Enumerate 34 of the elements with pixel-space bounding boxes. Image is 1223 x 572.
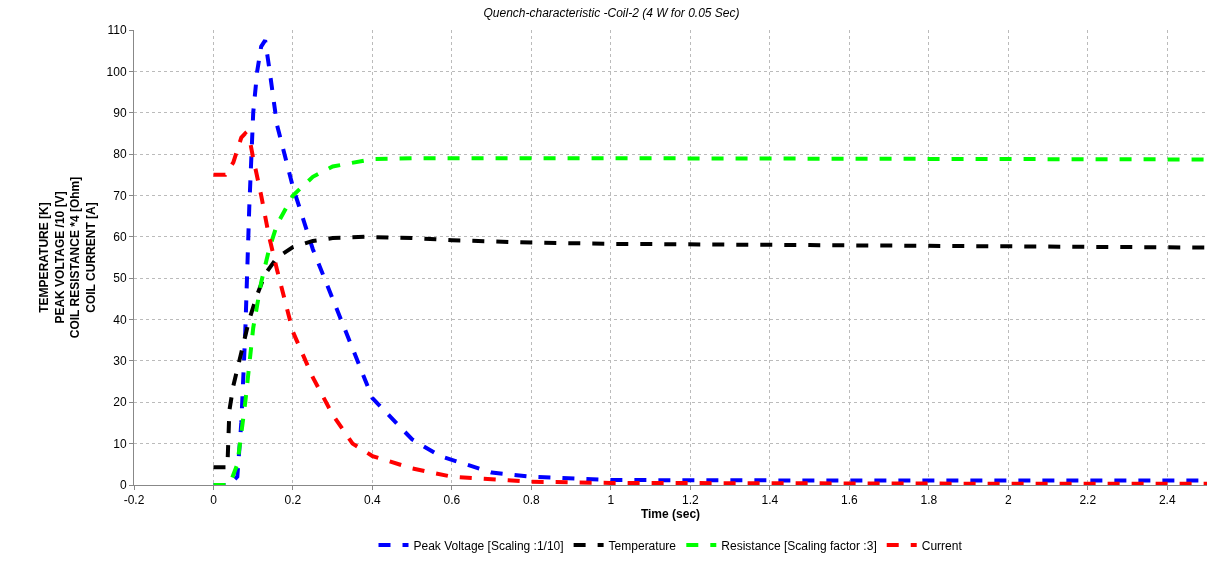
x-tick-label: 0.8 (523, 493, 541, 508)
y-tick-label: 20 (113, 395, 127, 410)
legend-label: Peak Voltage [Scaling :1/10] (413, 538, 564, 553)
y-axis-title: TEMPERATURE [K] PEAK VOLTAGE /10 [V] COIL RESISTANCE *4 [Ohm] COIL CURRENT [A] (37, 176, 98, 339)
legend-label: Temperature (608, 538, 677, 553)
x-tick-label: 2 (1004, 493, 1012, 508)
legend-label: Current (921, 538, 963, 553)
x-tick-label: 0.6 (443, 493, 461, 508)
legend-label: Resistance [Scaling factor :3] (721, 538, 877, 553)
y-tick-label: 70 (113, 188, 127, 203)
y-tick-label: 90 (113, 105, 127, 120)
y-tick-label: 10 (113, 436, 127, 451)
y-tick-label: 80 (113, 147, 127, 162)
x-tick-label: 0.2 (284, 493, 302, 508)
y-tick-label: 50 (113, 271, 127, 286)
x-tick-label: 1.6 (840, 493, 858, 508)
x-tick-label: 0 (210, 493, 218, 508)
y-tick-label: 40 (113, 312, 127, 327)
x-axis-title: Time (sec) (640, 507, 701, 522)
x-tick-label: 2.4 (1158, 493, 1176, 508)
x-tick-label: 1.2 (682, 493, 700, 508)
line-series (211, 234, 1207, 470)
x-tick-label: 1.4 (761, 493, 779, 508)
y-tick-label: 0 (119, 478, 127, 493)
y-tick-label: 110 (107, 23, 127, 38)
y-tick-label: 100 (106, 64, 127, 79)
x-tick-label: 1.8 (920, 493, 938, 508)
x-tick-label: 2.2 (1079, 493, 1097, 508)
x-tick-label: 0.4 (364, 493, 382, 508)
y-tick-label: 60 (113, 230, 127, 245)
x-tick-label: 1 (607, 493, 615, 508)
y-tick-label: 30 (113, 354, 127, 369)
chart-title: Quench-characteristic -Coil-2 (4 W for 0.05 Sec) (483, 5, 740, 20)
x-tick-label: -0.2 (123, 493, 145, 508)
